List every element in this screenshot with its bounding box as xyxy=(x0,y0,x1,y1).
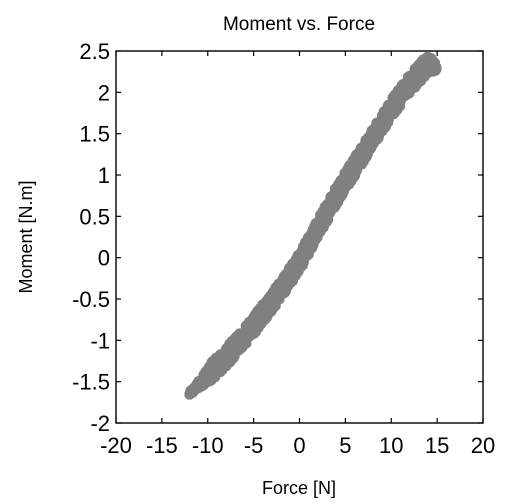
data-point xyxy=(305,234,316,245)
data-point xyxy=(340,176,351,186)
x-axis-label: Force [N] xyxy=(262,478,336,498)
x-tick-label: -5 xyxy=(244,433,264,458)
data-point xyxy=(396,80,407,91)
data-point xyxy=(371,125,382,136)
x-tick-label: 5 xyxy=(339,433,351,458)
data-point xyxy=(422,58,433,69)
x-tick-label: 15 xyxy=(425,433,449,458)
data-point xyxy=(302,251,313,261)
data-point xyxy=(312,224,323,235)
data-point xyxy=(236,342,247,353)
data-point xyxy=(285,269,296,280)
y-tick-label: -0.5 xyxy=(72,287,110,312)
data-point xyxy=(257,310,268,321)
data-point xyxy=(254,302,265,313)
data-point xyxy=(256,319,267,330)
y-tick-label: 1.5 xyxy=(79,122,110,147)
chart-title: Moment vs. Force xyxy=(223,14,375,35)
y-axis-label: Moment [N.m] xyxy=(16,180,36,293)
y-tick-label: 2.5 xyxy=(79,39,110,64)
y-tick-label: -2 xyxy=(90,411,110,436)
data-point xyxy=(224,348,235,359)
x-tick-label: -20 xyxy=(100,433,132,458)
data-point xyxy=(327,193,337,204)
data-point xyxy=(247,313,258,324)
x-tick-label: 0 xyxy=(293,433,305,458)
data-point xyxy=(216,350,227,361)
data-point xyxy=(245,323,256,334)
data-point xyxy=(184,389,195,400)
data-point xyxy=(389,105,400,116)
data-point xyxy=(358,148,369,159)
data-point xyxy=(417,71,428,82)
y-tick-label: -1 xyxy=(90,328,110,353)
data-point xyxy=(232,332,243,343)
scatter-points xyxy=(184,51,442,400)
data-point xyxy=(280,286,291,297)
y-axis-ticks: -2 -1.5 -1 -0.5 0 0.5 1 1.5 2 2.5 xyxy=(72,39,483,436)
data-point xyxy=(201,365,212,376)
data-point xyxy=(409,74,420,85)
y-tick-label: -1.5 xyxy=(72,370,110,395)
data-point xyxy=(263,303,274,314)
x-tick-label: 20 xyxy=(471,433,495,458)
y-tick-label: 1 xyxy=(98,163,110,188)
data-point xyxy=(326,200,336,211)
x-axis-ticks: -20 -15 -10 -5 0 5 10 15 20 xyxy=(100,51,495,458)
y-tick-label: 0.5 xyxy=(79,204,110,229)
data-point xyxy=(377,118,388,129)
y-tick-label: 2 xyxy=(98,80,110,105)
data-point xyxy=(193,376,204,387)
data-point xyxy=(398,90,409,101)
x-tick-label: 10 xyxy=(379,433,403,458)
x-tick-label: -15 xyxy=(146,433,178,458)
data-point xyxy=(293,261,304,272)
plot-area xyxy=(115,50,484,424)
data-point xyxy=(221,358,231,369)
x-tick-label: -10 xyxy=(192,433,224,458)
data-point xyxy=(364,133,375,144)
data-point xyxy=(342,165,353,175)
y-tick-label: 0 xyxy=(98,246,110,271)
